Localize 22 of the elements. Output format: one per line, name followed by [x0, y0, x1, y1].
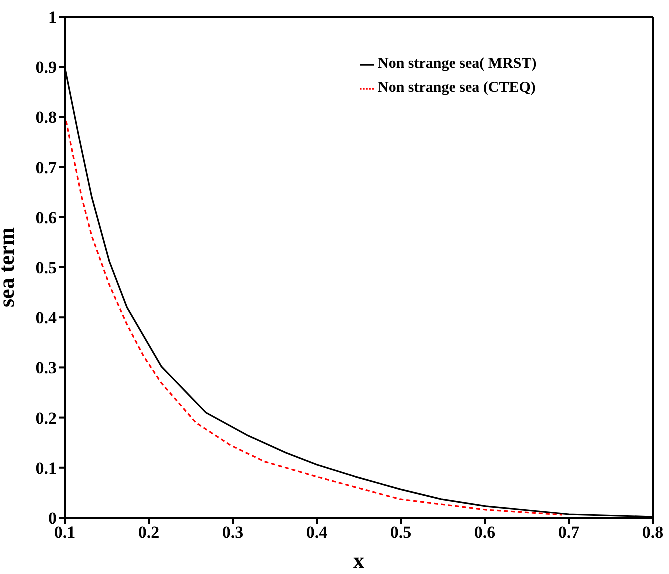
y-tick-label: 0.9	[36, 58, 57, 78]
y-tick-label: 0.3	[36, 358, 57, 378]
y-axis-title: sea term	[0, 227, 19, 308]
y-tick-label: 0.4	[36, 308, 58, 328]
legend-label: Non strange sea( MRST)	[378, 56, 537, 72]
x-tick-label: 0.4	[306, 523, 328, 542]
x-tick-label: 0.3	[222, 523, 244, 542]
y-tick-label: 0	[48, 509, 57, 528]
x-axis-title: x	[354, 548, 364, 573]
x-tick-label: 0.7	[558, 523, 580, 542]
y-tick-label: 1	[48, 8, 57, 28]
y-tick-label: 0.7	[36, 158, 58, 178]
y-tick-label: 0.5	[36, 258, 57, 278]
x-tick-label: 0.8	[642, 523, 664, 542]
y-tick-label: 0.1	[36, 458, 57, 478]
legend-label: Non strange sea (CTEQ)	[378, 80, 536, 96]
y-tick-label: 0.2	[36, 408, 57, 428]
x-tick-label: 0.5	[390, 523, 412, 542]
x-tick-label: 0.2	[138, 523, 160, 542]
x-tick-label: 0.6	[474, 523, 496, 542]
y-tick-label: 0.8	[36, 108, 57, 128]
y-tick-label: 0.6	[36, 208, 57, 228]
